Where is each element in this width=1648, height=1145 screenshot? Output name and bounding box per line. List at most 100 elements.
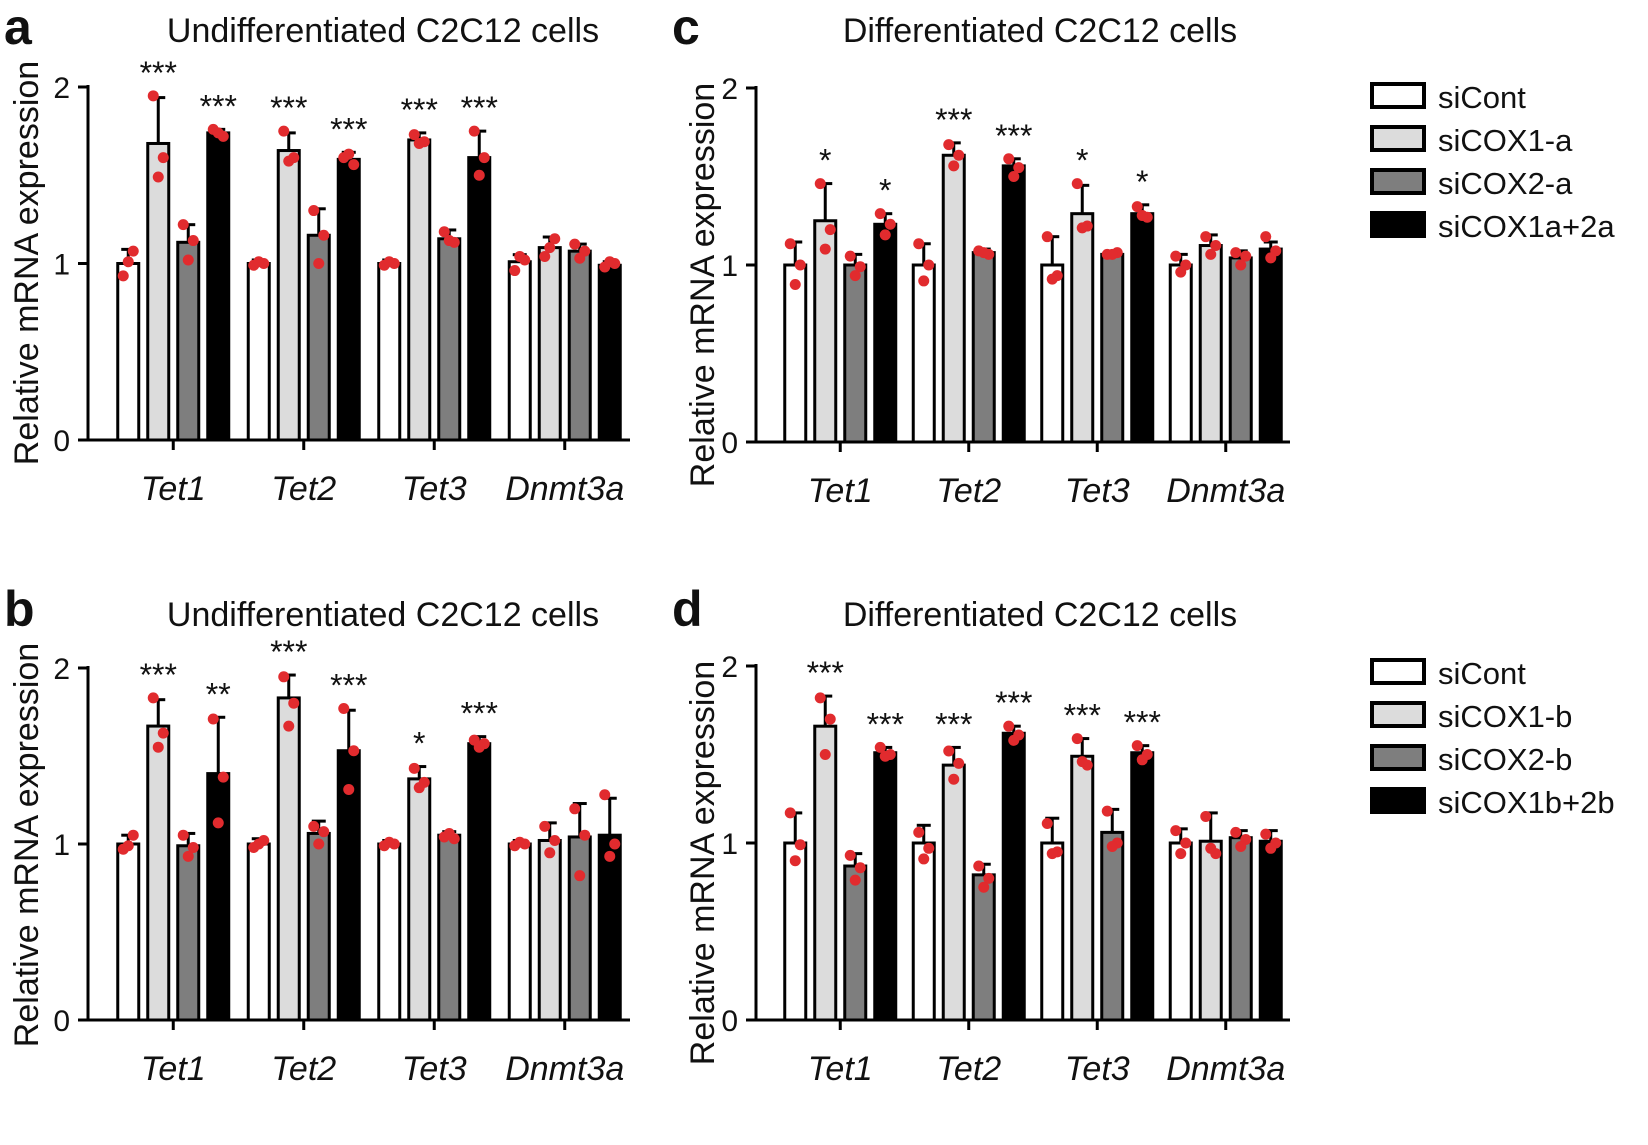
data-point bbox=[278, 671, 290, 683]
data-point bbox=[948, 773, 960, 785]
y-tick-label: 1 bbox=[53, 829, 70, 862]
bar-siCOX2-b-Tet3 bbox=[1100, 830, 1125, 1022]
bar-siCont-Dnmt3a bbox=[507, 842, 532, 1022]
data-point bbox=[212, 817, 224, 829]
data-point bbox=[784, 238, 796, 250]
data-point bbox=[338, 702, 350, 714]
data-point bbox=[1230, 247, 1242, 259]
significance-marker: *** bbox=[867, 706, 904, 742]
x-tick-label: Dnmt3a bbox=[505, 1050, 624, 1088]
data-point bbox=[1205, 248, 1217, 260]
bar-siCOX1b+2b-Tet1 bbox=[873, 751, 898, 1022]
data-point bbox=[943, 745, 955, 757]
data-point bbox=[953, 149, 965, 161]
data-point bbox=[1235, 259, 1247, 271]
data-point bbox=[844, 250, 856, 262]
data-point bbox=[288, 697, 300, 709]
significance-marker: *** bbox=[935, 706, 972, 742]
bar-siCont-Tet2 bbox=[246, 842, 271, 1022]
significance-marker: *** bbox=[461, 90, 498, 126]
data-point bbox=[514, 836, 526, 848]
data-point bbox=[383, 836, 395, 848]
data-point bbox=[217, 771, 229, 783]
y-tick-label: 1 bbox=[721, 828, 738, 861]
data-point bbox=[182, 850, 194, 862]
panel-b: b Undifferentiated C2C12 cells Relative … bbox=[4, 581, 630, 1088]
data-point bbox=[1046, 273, 1058, 285]
bar-siCOX1-b-Dnmt3a bbox=[1198, 839, 1223, 1022]
data-point bbox=[1013, 162, 1025, 174]
data-point bbox=[1131, 740, 1143, 752]
plot-area-a: 0 1 2 Tet1 Tet2 Tet3 Dnmt3a *** *** *** *** *** *** bbox=[53, 55, 630, 508]
data-point bbox=[794, 259, 806, 271]
data-point bbox=[814, 178, 826, 190]
data-point bbox=[854, 862, 866, 874]
x-tick-label: Tet3 bbox=[1065, 1050, 1130, 1088]
bar-siCOX1-a-Tet1 bbox=[146, 141, 171, 442]
y-axis-label-c: Relative mRNA expression bbox=[684, 83, 722, 487]
bar-siCont-Tet3 bbox=[1040, 263, 1065, 444]
data-point bbox=[599, 789, 611, 801]
data-point bbox=[1136, 209, 1148, 221]
data-point bbox=[854, 261, 866, 273]
panel-title-d: Differentiated C2C12 cells bbox=[843, 596, 1237, 634]
data-point bbox=[819, 749, 831, 760]
data-point bbox=[283, 720, 295, 732]
significance-marker: *** bbox=[995, 685, 1032, 721]
data-point bbox=[814, 692, 826, 704]
data-point bbox=[549, 834, 561, 846]
bar-siCOX1b+2b-Tet3 bbox=[1130, 751, 1155, 1022]
data-point bbox=[1131, 201, 1143, 213]
y-axis-label-a: Relative mRNA expression bbox=[8, 61, 46, 465]
data-point bbox=[943, 139, 955, 151]
data-point bbox=[187, 842, 199, 854]
bar-siCont-Tet1 bbox=[783, 263, 808, 444]
bar-siCont-Tet2 bbox=[911, 263, 936, 444]
x-tick-label: Tet3 bbox=[1065, 472, 1130, 510]
data-point bbox=[884, 218, 896, 230]
bar-siCOX1-a-Tet3 bbox=[1070, 212, 1095, 444]
bar-siCOX2-b-Tet1 bbox=[176, 844, 201, 1022]
significance-marker: * bbox=[1136, 164, 1148, 200]
data-point bbox=[1180, 837, 1192, 849]
bar-siCOX2-b-Tet2 bbox=[971, 873, 996, 1022]
data-point bbox=[343, 783, 355, 795]
significance-marker: *** bbox=[807, 655, 844, 691]
data-point bbox=[1175, 266, 1187, 278]
data-point bbox=[539, 250, 551, 262]
data-point bbox=[278, 125, 290, 137]
legend-swatch-siCont bbox=[1370, 82, 1426, 109]
data-point bbox=[1076, 756, 1088, 768]
bar-siCOX2-a-Dnmt3a bbox=[567, 249, 592, 442]
significance-marker: *** bbox=[401, 92, 438, 128]
x-tick-label: Tet2 bbox=[936, 1050, 1001, 1088]
bar-siCOX2-a-Tet1 bbox=[843, 263, 868, 444]
significance-marker: *** bbox=[330, 111, 367, 147]
x-tick-label: Dnmt3a bbox=[505, 470, 624, 508]
significance-marker: *** bbox=[140, 55, 177, 91]
data-point bbox=[383, 256, 395, 268]
data-point bbox=[283, 155, 295, 167]
bar-siCont-Tet3 bbox=[1040, 841, 1065, 1022]
data-point bbox=[1101, 805, 1113, 817]
bar-siCont-Tet2 bbox=[911, 841, 936, 1022]
legend-label: siCOX1-a bbox=[1438, 123, 1573, 158]
data-point bbox=[413, 782, 425, 794]
legend-label: siCOX1a+2a bbox=[1438, 209, 1615, 244]
data-point bbox=[478, 152, 490, 164]
data-point bbox=[918, 853, 930, 865]
data-point bbox=[313, 258, 325, 269]
significance-marker: * bbox=[1076, 143, 1088, 179]
data-point bbox=[1235, 841, 1247, 853]
legend-c: siCont siCOX1-a siCOX2-a siCOX1a+2a bbox=[1370, 80, 1615, 244]
y-tick-label: 0 bbox=[721, 1005, 738, 1038]
significance-marker: *** bbox=[1064, 698, 1101, 734]
y-tick-label: 2 bbox=[721, 73, 738, 106]
bar-siCOX1a+2a-Tet3 bbox=[467, 156, 492, 442]
bar-siCOX1a+2a-Tet1 bbox=[206, 131, 231, 442]
y-tick-label: 0 bbox=[53, 1005, 70, 1038]
data-point bbox=[539, 820, 551, 832]
bar-siCOX1-a-Tet2 bbox=[276, 149, 301, 442]
legend-label: siCOX1b+2b bbox=[1438, 785, 1615, 820]
